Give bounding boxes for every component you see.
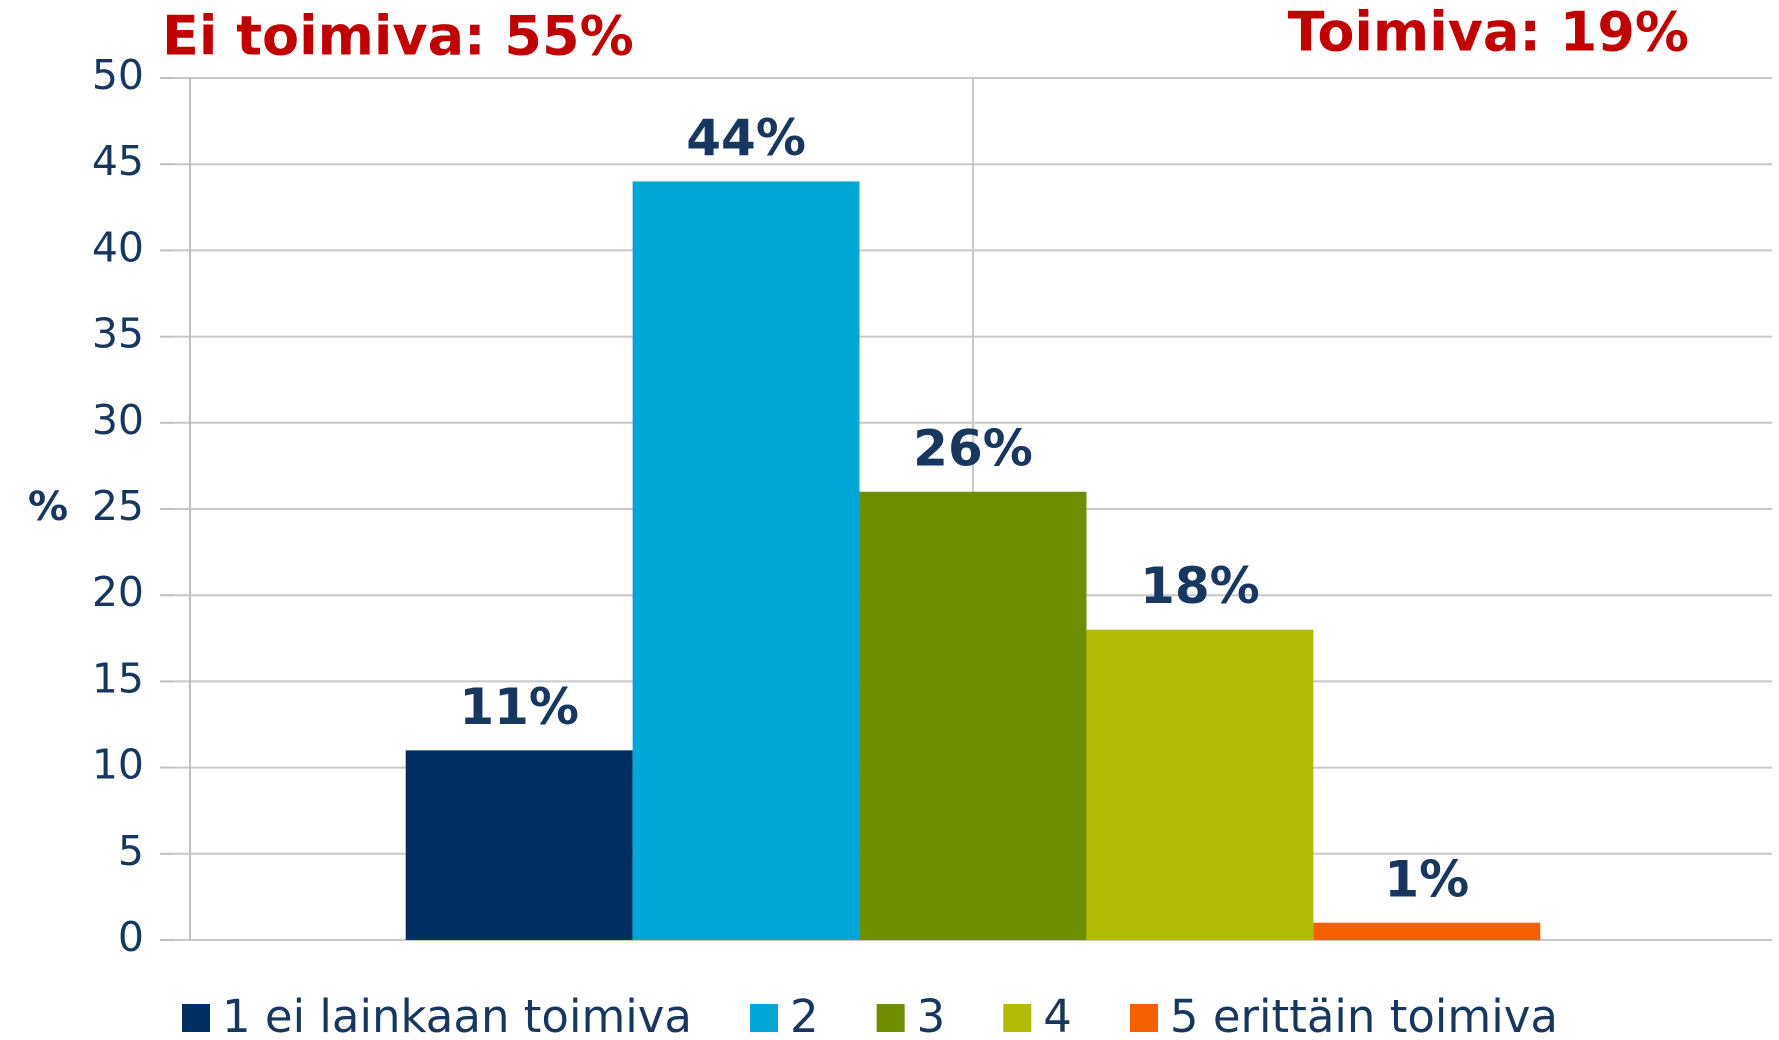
bar (859, 491, 1087, 940)
y-tick-label: 50 (92, 51, 144, 99)
legend-swatch (750, 1004, 778, 1032)
legend-swatch (1003, 1004, 1032, 1032)
bar (1086, 629, 1314, 940)
bar (632, 181, 860, 940)
data-label: 44% (686, 109, 806, 167)
legend-label: 5 erittäin toimiva (1170, 990, 1558, 1040)
legend-swatch (182, 1004, 210, 1032)
bar (1313, 922, 1541, 940)
legend-label: 1 ei lainkaan toimiva (222, 990, 692, 1040)
y-tick-label: 20 (92, 568, 144, 616)
y-tick-label: 35 (92, 310, 144, 358)
y-tick-label: 45 (92, 137, 144, 185)
bar (405, 750, 633, 940)
legend-swatch (1129, 1004, 1158, 1032)
y-tick-label: 10 (92, 741, 144, 789)
y-tick-label: 30 (92, 396, 144, 444)
data-label: 26% (913, 419, 1033, 477)
y-tick-label: 15 (92, 654, 144, 702)
y-axis-label: % (28, 484, 68, 530)
data-label: 18% (1140, 557, 1260, 615)
legend-label: 2 (790, 990, 819, 1040)
y-tick-label: 0 (118, 913, 144, 961)
y-tick-label: 25 (92, 482, 144, 530)
data-label: 11% (459, 678, 579, 736)
legend-label: 4 (1043, 990, 1072, 1040)
y-tick-label: 40 (92, 223, 144, 271)
annotation: Ei toimiva: 55% (162, 5, 634, 68)
annotation: Toimiva: 19% (1288, 1, 1689, 64)
y-tick-label: 5 (118, 827, 144, 875)
data-label: 1% (1384, 850, 1469, 908)
legend-swatch (876, 1004, 905, 1032)
legend-label: 3 (917, 990, 946, 1040)
